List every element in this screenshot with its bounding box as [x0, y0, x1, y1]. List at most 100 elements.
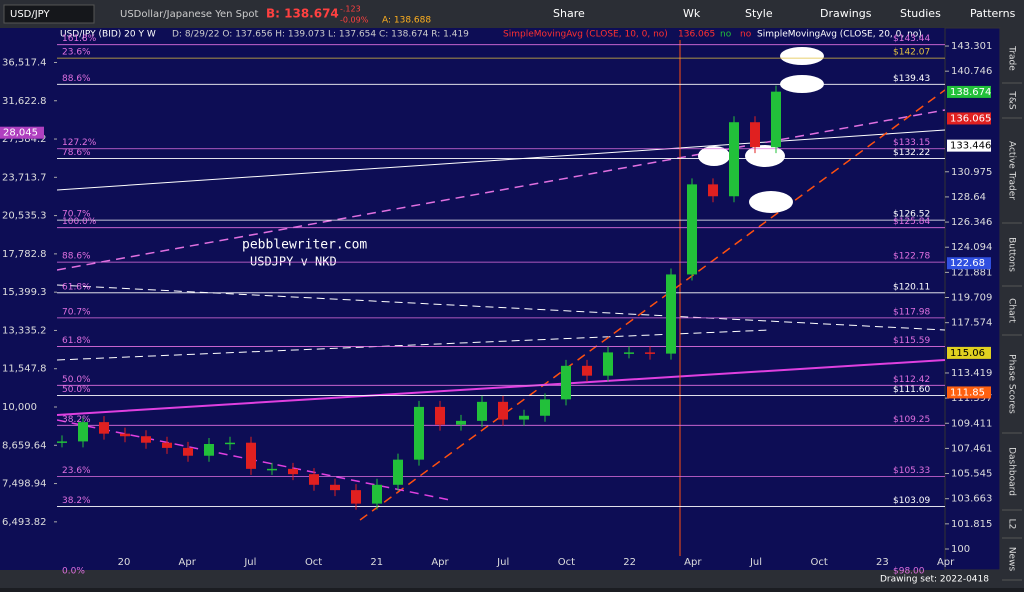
- candle: [183, 447, 193, 456]
- y-tick-label: 126.346: [951, 217, 992, 228]
- fib-price: $142.07: [893, 48, 930, 58]
- y-tick-label: 103.663: [951, 494, 992, 505]
- candle: [540, 399, 550, 416]
- y2-tick-label: 23,713.7: [2, 172, 47, 183]
- x-tick-label: Oct: [305, 557, 322, 568]
- y2-tick-label: 13,335.2: [2, 325, 47, 336]
- y-tick-label: 117.574: [951, 318, 992, 329]
- candle: [750, 122, 760, 148]
- x-tick-label: Apr: [431, 557, 449, 568]
- toolbar-button[interactable]: Wk: [683, 7, 701, 20]
- watermark: pebblewriter.com: [242, 238, 367, 253]
- bid: B: 138.674: [266, 7, 339, 21]
- flag: no: [720, 30, 732, 40]
- fib-pct: 127.2%: [62, 138, 97, 148]
- instrument: USD/JPY (BID) 20 Y W: [60, 30, 156, 40]
- candle: [330, 484, 340, 491]
- highlight: [780, 47, 824, 65]
- sidebar-tab[interactable]: Dashboard: [1007, 447, 1017, 496]
- y-tick-label: 119.709: [951, 293, 992, 304]
- value-tag-label: 28,045: [3, 128, 38, 139]
- fib-pct: 38.2%: [62, 496, 91, 506]
- price-tag: [947, 139, 991, 152]
- candle: [99, 422, 109, 434]
- fib-price: $126.52: [893, 210, 930, 220]
- fib-price: $103.09: [893, 496, 930, 506]
- x-tick-label: 21: [370, 557, 383, 568]
- x-tick-label: 22: [623, 557, 636, 568]
- y-tick-label: 111.397: [951, 393, 992, 404]
- candle: [771, 91, 781, 148]
- sidebar-tab[interactable]: L2: [1007, 519, 1017, 530]
- toolbar-button[interactable]: Drawings: [820, 7, 872, 20]
- y2-tick-label: 10,000: [2, 402, 37, 413]
- sidebar-tab[interactable]: Chart: [1007, 298, 1017, 323]
- fib-pct: 61.8%: [62, 336, 91, 346]
- candle: [645, 352, 655, 354]
- candle: [309, 474, 319, 485]
- trend-line: [57, 129, 945, 191]
- price-tag-label: 136.065: [950, 113, 991, 124]
- chart-area: [0, 28, 1000, 570]
- candle: [393, 459, 403, 485]
- x-tick-label: Apr: [684, 557, 702, 568]
- status-bar: [0, 570, 1024, 588]
- y-tick-label: 121.881: [951, 267, 992, 278]
- sidebar-tab[interactable]: News: [1007, 547, 1017, 572]
- toolbar: [0, 0, 1024, 28]
- symbol-box[interactable]: [3, 4, 95, 24]
- sidebar-tab[interactable]: Active Trader: [1007, 141, 1017, 200]
- candle: [162, 442, 172, 448]
- fib-pct: 70.7%: [62, 307, 91, 317]
- toolbar-button[interactable]: Share: [553, 7, 585, 20]
- toolbar-button[interactable]: Studies: [900, 7, 941, 20]
- sidebar-tab[interactable]: T&S: [1007, 90, 1017, 110]
- fib-pct: 78.6%: [62, 148, 91, 158]
- x-tick-label: 23: [876, 557, 889, 568]
- y2-tick-label: 36,517.4: [2, 57, 47, 68]
- candle: [456, 420, 466, 425]
- fib-pct: 100.0%: [62, 217, 97, 227]
- candle: [729, 122, 739, 197]
- fib-price: $115.59: [893, 336, 930, 346]
- candle: [351, 490, 361, 504]
- candle: [519, 415, 529, 420]
- candle: [120, 433, 130, 437]
- sidebar-tab[interactable]: Trade: [1007, 45, 1017, 71]
- x-tick-label: Apr: [937, 557, 955, 568]
- y2-tick-label: 6,493.82: [2, 517, 47, 528]
- candle: [498, 401, 508, 420]
- price-tag-label: 133.446: [950, 141, 991, 152]
- candle: [141, 436, 151, 443]
- fib-price: $139.43: [893, 74, 930, 84]
- candle: [288, 468, 298, 475]
- fib-pct: 88.6%: [62, 252, 91, 262]
- y-tick-label: 124.094: [951, 242, 992, 253]
- candle: [561, 365, 571, 400]
- trend-line: [57, 109, 945, 271]
- x-tick-label: Apr: [179, 557, 197, 568]
- toolbar-button[interactable]: Patterns: [970, 7, 1016, 20]
- price-tag: [947, 112, 991, 125]
- description: USDollar/Japanese Yen Spot: [120, 9, 258, 20]
- x-tick-label: Jul: [749, 557, 762, 568]
- x-tick-label: Oct: [558, 557, 575, 568]
- fib-pct: 0.0%: [62, 567, 85, 577]
- sidebar-tab[interactable]: Buttons: [1007, 237, 1017, 272]
- ask: A: 138.688: [382, 16, 431, 26]
- study2: SimpleMovingAvg (CLOSE, 20, 0, no): [757, 30, 922, 40]
- y2-tick-label: 27,384.2: [2, 134, 47, 145]
- study1: SimpleMovingAvg (CLOSE, 10, 0, no): [503, 30, 668, 40]
- fib-pct: 23.6%: [62, 466, 91, 476]
- fib-price: $120.11: [893, 282, 930, 292]
- y-tick-label: 128.64: [951, 192, 986, 203]
- candle: [414, 406, 424, 460]
- y-tick-label: 130.975: [951, 167, 992, 178]
- flag: no: [740, 30, 752, 40]
- candle: [225, 442, 235, 445]
- toolbar-button[interactable]: Style: [745, 7, 773, 20]
- sidebar-tab[interactable]: Phase Scores: [1007, 354, 1017, 414]
- candle: [57, 441, 67, 443]
- candle: [582, 365, 592, 376]
